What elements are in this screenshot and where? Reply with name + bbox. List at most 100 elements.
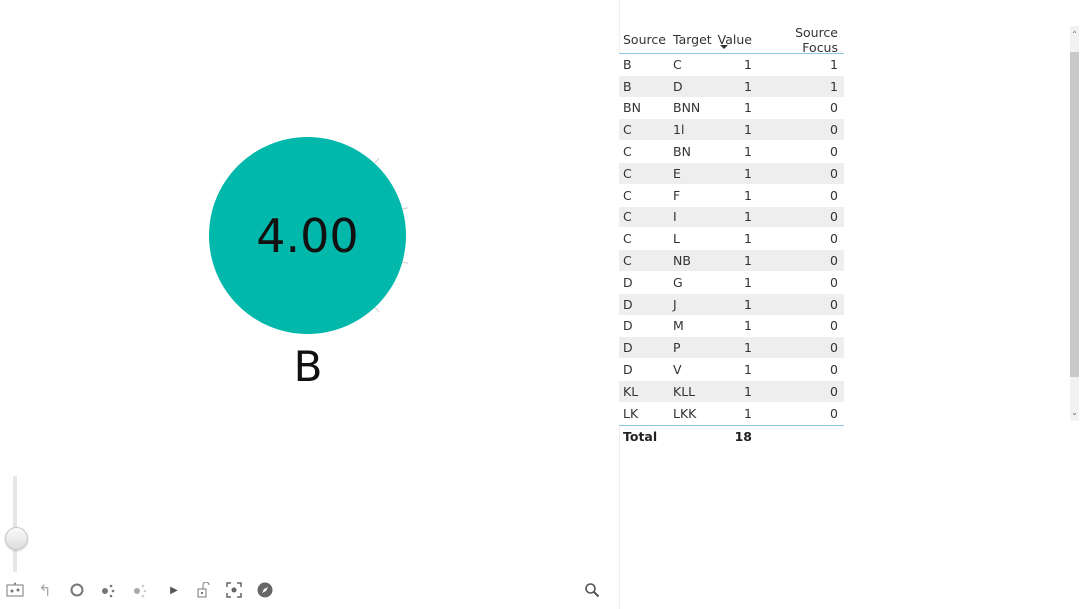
cell-value: 1 [744, 296, 752, 312]
cell-source-focus: 0 [830, 187, 838, 203]
cell-source-focus: 0 [830, 100, 838, 116]
cell-value: 1 [744, 100, 752, 116]
zoom-slider[interactable] [13, 476, 17, 572]
edge-stub [374, 307, 380, 312]
scroll-up-icon[interactable]: ⌃ [1071, 30, 1078, 39]
total-label: Total [623, 429, 658, 445]
cell-target: V [673, 362, 682, 378]
cell-source-focus: 0 [830, 122, 838, 138]
cell-source: D [623, 296, 633, 312]
cell-target: J [673, 296, 677, 312]
collapse-icon[interactable] [131, 580, 149, 600]
cell-source: B [623, 56, 632, 72]
cell-source-focus: 1 [830, 78, 838, 94]
table-scrollbar[interactable]: ⌃ ⌄ [1070, 26, 1079, 421]
cell-source: C [623, 187, 632, 203]
expand-icon[interactable] [99, 580, 117, 600]
table-row[interactable]: D G 1 0 [619, 271, 844, 294]
table-row[interactable]: D P 1 0 [619, 337, 844, 360]
cell-source-focus: 0 [830, 165, 838, 181]
table-row[interactable]: D M 1 0 [619, 315, 844, 338]
cell-value: 1 [744, 253, 752, 269]
table-row[interactable]: BN BNN 1 0 [619, 97, 844, 120]
total-row: Total 18 [619, 424, 844, 448]
refresh-icon[interactable] [68, 580, 86, 600]
cell-value: 1 [744, 187, 752, 203]
cell-source-focus: 0 [830, 209, 838, 225]
header-source-focus[interactable]: Source Focus [795, 24, 838, 55]
cell-target: KLL [673, 383, 696, 399]
table-row[interactable]: C NB 1 0 [619, 250, 844, 272]
cell-source: C [623, 253, 632, 269]
cell-target: P [673, 340, 681, 356]
table-row[interactable]: D V 1 0 [619, 359, 844, 381]
cell-source-focus: 0 [830, 362, 838, 378]
cell-target: I [673, 209, 677, 225]
zoom-slider-thumb[interactable] [5, 527, 28, 550]
table-row[interactable]: C BN 1 0 [619, 141, 844, 163]
scroll-down-icon[interactable]: ⌄ [1071, 408, 1078, 417]
total-value: 18 [734, 429, 752, 445]
table-row[interactable]: C E 1 0 [619, 162, 844, 185]
header-value[interactable]: Value [717, 32, 752, 47]
table-row[interactable]: KL KLL 1 0 [619, 380, 844, 403]
edge-stub [401, 207, 409, 210]
cell-source-focus: 0 [830, 318, 838, 334]
undo-icon[interactable]: ↰ [38, 580, 52, 600]
layout-icon[interactable] [6, 580, 24, 600]
cell-source-focus: 0 [830, 231, 838, 247]
cell-target: BNN [673, 100, 701, 116]
cell-source-focus: 0 [830, 383, 838, 399]
cell-source: D [623, 362, 633, 378]
unlock-icon[interactable] [194, 580, 212, 600]
cell-value: 1 [744, 383, 752, 399]
graph-node[interactable]: 4.00 [209, 137, 406, 334]
header-source[interactable]: Source [623, 32, 666, 47]
header-target[interactable]: Target [673, 32, 712, 47]
cell-target: F [673, 187, 681, 203]
cell-source: C [623, 165, 632, 181]
cell-source: C [623, 122, 632, 138]
cell-source: C [623, 209, 632, 225]
search-icon[interactable] [583, 580, 601, 600]
table-row[interactable]: B D 1 1 [619, 75, 844, 98]
cell-target: BN [673, 144, 691, 160]
table-row[interactable]: C L 1 0 [619, 228, 844, 251]
cell-source-focus: 0 [830, 296, 838, 312]
cell-source: B [623, 78, 632, 94]
table-row[interactable]: B C 1 1 [619, 54, 844, 76]
edge-stub [374, 158, 380, 163]
cell-value: 1 [744, 122, 752, 138]
cell-target: C [673, 56, 682, 72]
scrollbar-thumb[interactable] [1070, 52, 1079, 377]
cell-target: NB [673, 253, 691, 269]
cell-source-focus: 1 [830, 56, 838, 72]
cell-target: G [673, 274, 683, 290]
focus-icon[interactable] [225, 580, 243, 600]
cell-value: 1 [744, 144, 752, 160]
edge-stub [401, 261, 409, 264]
cell-source-focus: 0 [830, 405, 838, 421]
cell-source-focus: 0 [830, 274, 838, 290]
play-icon[interactable]: ▶ [170, 584, 178, 596]
cell-value: 1 [744, 165, 752, 181]
table-row[interactable]: LK LKK 1 0 [619, 402, 844, 425]
cell-source: C [623, 231, 632, 247]
compass-icon[interactable] [256, 580, 274, 600]
cell-value: 1 [744, 340, 752, 356]
table-row[interactable]: C I 1 0 [619, 206, 844, 229]
node-value: 4.00 [256, 208, 359, 263]
cell-target: D [673, 78, 683, 94]
cell-value: 1 [744, 78, 752, 94]
table-row[interactable]: C F 1 0 [619, 184, 844, 207]
cell-source: D [623, 318, 633, 334]
table-body: B C 1 1 B D 1 1 BN BNN 1 0 C 1l 1 0 C BN 1 0 C E 1 0 C F 1 0 C I 1 0 C L 1… [619, 54, 844, 425]
cell-target: 1l [673, 122, 685, 138]
table-row[interactable]: C 1l 1 0 [619, 119, 844, 142]
cell-target: E [673, 165, 681, 181]
cell-source-focus: 0 [830, 340, 838, 356]
cell-target: LKK [673, 405, 697, 421]
table-row[interactable]: D J 1 0 [619, 293, 844, 316]
cell-value: 1 [744, 209, 752, 225]
cell-value: 1 [744, 274, 752, 290]
